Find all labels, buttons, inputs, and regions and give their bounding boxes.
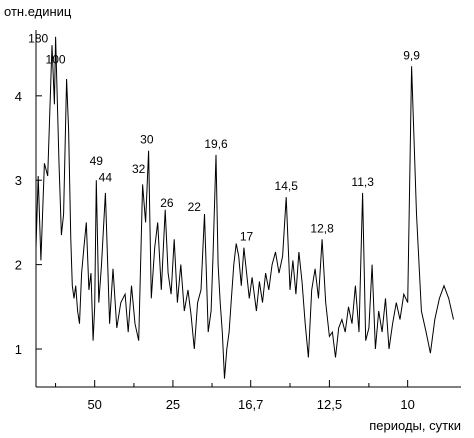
x-tick-label: 50	[87, 397, 101, 412]
x-axis-title: периоды, сутки	[369, 418, 461, 433]
y-tick-label: 3	[15, 173, 22, 188]
axes	[35, 30, 461, 388]
peak-labels: 180 100 49 44 32 30 26 22 19,6 17 14,5 12,8 11,3 9,9	[28, 31, 420, 243]
peak-label: 100	[46, 53, 66, 67]
y-ticks: 1 2 3 4	[15, 89, 42, 357]
peak-label: 19,6	[204, 137, 228, 151]
peak-label: 22	[188, 200, 202, 214]
peak-label: 32	[132, 162, 146, 176]
series-line	[35, 36, 454, 379]
peak-label: 180	[28, 31, 48, 45]
peak-label: 11,3	[351, 175, 374, 189]
peak-label: 44	[99, 171, 113, 185]
peak-label: 9,9	[403, 48, 420, 62]
peak-label: 30	[140, 133, 154, 147]
x-ticks: 50 25 16,7 12,5 10	[55, 380, 415, 412]
x-tick-label: 25	[166, 397, 180, 412]
peak-label: 49	[90, 154, 104, 168]
y-tick-label: 2	[15, 258, 22, 273]
y-axis-title: отн.единиц	[4, 4, 72, 19]
peak-label: 26	[160, 196, 174, 210]
peak-label: 17	[240, 230, 254, 244]
peak-label: 14,5	[275, 179, 299, 193]
x-tick-label: 16,7	[238, 397, 263, 412]
peak-label: 12,8	[310, 221, 334, 235]
x-tick-label: 10	[400, 397, 414, 412]
y-tick-label: 1	[15, 342, 22, 357]
y-tick-label: 4	[15, 89, 22, 104]
x-tick-label: 12,5	[317, 397, 342, 412]
